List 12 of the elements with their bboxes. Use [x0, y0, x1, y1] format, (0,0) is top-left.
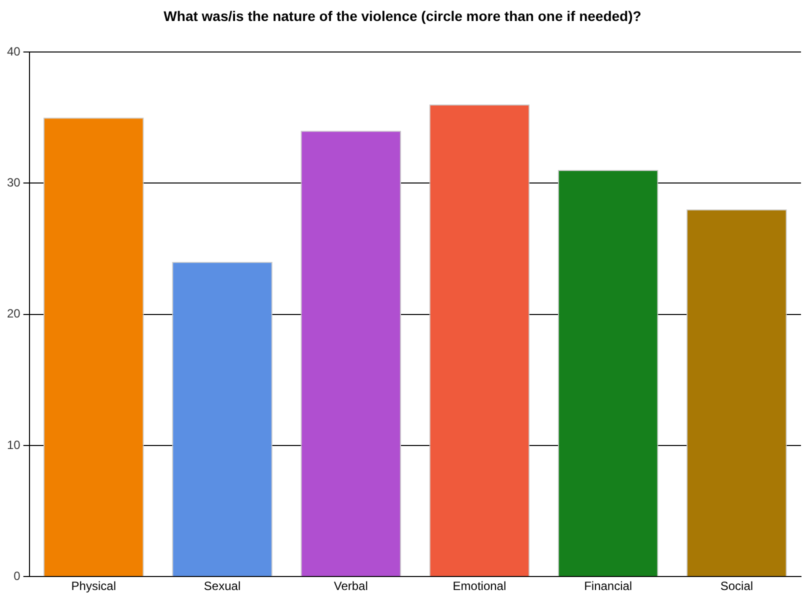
- y-tick-label: 40: [6, 44, 21, 58]
- y-tick-label: 20: [6, 306, 21, 321]
- x-tick-label: Financial: [584, 579, 632, 594]
- x-tick-label: Emotional: [452, 579, 506, 594]
- x-tick-label: Physical: [71, 579, 116, 594]
- y-tick-label: 0: [14, 568, 21, 583]
- x-tick-label: Social: [720, 579, 754, 594]
- x-tick-label: Verbal: [334, 579, 368, 594]
- y-tick-label: 30: [6, 175, 21, 190]
- chart-title: What was/is the nature of the violence (circle more than one if needed)?: [162, 8, 642, 24]
- x-tick-label: Sexual: [204, 579, 241, 594]
- y-tick-label: 10: [6, 438, 21, 452]
